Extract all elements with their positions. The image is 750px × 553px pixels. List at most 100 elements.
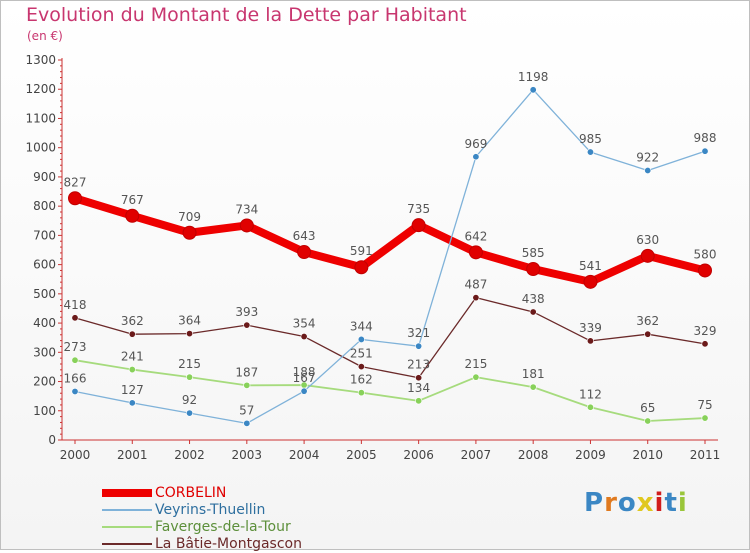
data-label: 188 (293, 365, 316, 379)
data-label: 92 (182, 393, 197, 407)
data-point (186, 330, 194, 338)
data-point (71, 387, 79, 395)
data-point (415, 397, 423, 405)
proxiti-logo: Proxiti (584, 488, 688, 518)
data-point (526, 262, 541, 276)
data-label: 215 (464, 357, 487, 371)
data-point (243, 419, 251, 427)
data-point (583, 274, 598, 289)
y-tick-label: 1300 (25, 53, 56, 67)
y-tick-label: 700 (33, 228, 56, 242)
data-label: 65 (640, 401, 655, 415)
data-label: 112 (579, 387, 602, 401)
x-tick-label: 2002 (174, 448, 205, 462)
legend-swatch (102, 526, 152, 528)
data-point (243, 321, 251, 329)
data-label: 985 (579, 132, 602, 146)
data-label: 329 (694, 324, 717, 338)
series-line-veyrins-thuellin (74, 89, 706, 424)
data-label: 273 (64, 340, 87, 354)
data-label: 134 (407, 381, 430, 395)
data-point (297, 245, 312, 260)
data-label: 988 (694, 131, 717, 145)
data-point (529, 308, 537, 316)
data-point (411, 218, 426, 233)
data-point (128, 399, 136, 407)
logo-letter: i (677, 488, 688, 518)
logo-letter: i (654, 488, 665, 518)
data-label: 969 (464, 137, 487, 151)
data-point (357, 335, 365, 343)
data-point (701, 340, 709, 348)
data-point (357, 389, 365, 397)
legend-label: La Bâtie-Montgascon (155, 536, 302, 552)
data-point (357, 363, 365, 371)
legend-swatch (102, 543, 152, 545)
data-point (128, 330, 136, 338)
data-point (128, 366, 136, 374)
data-label: 167 (293, 371, 316, 385)
logo-letter: P (584, 488, 605, 518)
data-label: 215 (178, 357, 201, 371)
data-label: 127 (121, 383, 144, 397)
data-label: 321 (407, 326, 430, 340)
y-tick-label: 300 (33, 345, 56, 359)
y-tick-label: 1200 (25, 82, 56, 96)
data-point (644, 330, 652, 338)
data-label: 393 (235, 305, 258, 319)
x-tick-label: 2009 (575, 448, 606, 462)
data-point (698, 263, 712, 278)
logo-letter: r (604, 488, 618, 518)
data-label: 585 (522, 246, 545, 260)
chart-subtitle: (en €) (27, 29, 63, 43)
data-label: 187 (235, 365, 258, 379)
data-point (529, 86, 537, 94)
data-point (125, 208, 140, 223)
data-label: 251 (350, 347, 373, 361)
y-tick-label: 900 (33, 170, 56, 184)
data-point (239, 218, 254, 233)
data-point (644, 166, 652, 174)
data-label: 734 (235, 202, 258, 216)
data-point (300, 387, 308, 395)
x-tick-label: 2004 (289, 448, 320, 462)
data-point (529, 383, 537, 391)
data-label: 241 (121, 350, 144, 364)
y-tick-label: 100 (33, 404, 56, 418)
x-tick-label: 2008 (518, 448, 549, 462)
data-label: 709 (178, 210, 201, 224)
legend-label: Faverges-de-la-Tour (155, 519, 291, 535)
data-label: 643 (293, 229, 316, 243)
y-tick-label: 500 (33, 287, 56, 301)
series-line-faverges-de-la-tour (74, 359, 706, 422)
data-label: 591 (350, 244, 373, 258)
data-label: 767 (121, 193, 144, 207)
x-tick-label: 2000 (60, 448, 91, 462)
data-point (71, 356, 79, 364)
x-tick-label: 2001 (117, 448, 148, 462)
data-label: 541 (579, 259, 602, 273)
logo-letter: o (617, 488, 637, 518)
data-label: 181 (522, 367, 545, 381)
data-point (586, 148, 594, 156)
data-label: 630 (636, 233, 659, 247)
data-point (300, 333, 308, 341)
y-tick-label: 1100 (25, 111, 56, 125)
data-point (586, 337, 594, 345)
data-point (182, 225, 197, 240)
y-tick-label: 400 (33, 316, 56, 330)
data-label: 580 (694, 247, 717, 261)
data-point (640, 248, 655, 263)
data-label: 57 (239, 403, 254, 417)
data-point (68, 191, 82, 206)
x-tick-label: 2011 (690, 448, 721, 462)
legend-label: Veyrins-Thuellin (155, 502, 266, 518)
data-label: 922 (636, 150, 659, 164)
logo-letter: t (664, 488, 678, 518)
legend-label: CORBELIN (155, 485, 227, 501)
data-point (71, 314, 79, 322)
data-label: 418 (64, 298, 87, 312)
data-point (186, 373, 194, 381)
